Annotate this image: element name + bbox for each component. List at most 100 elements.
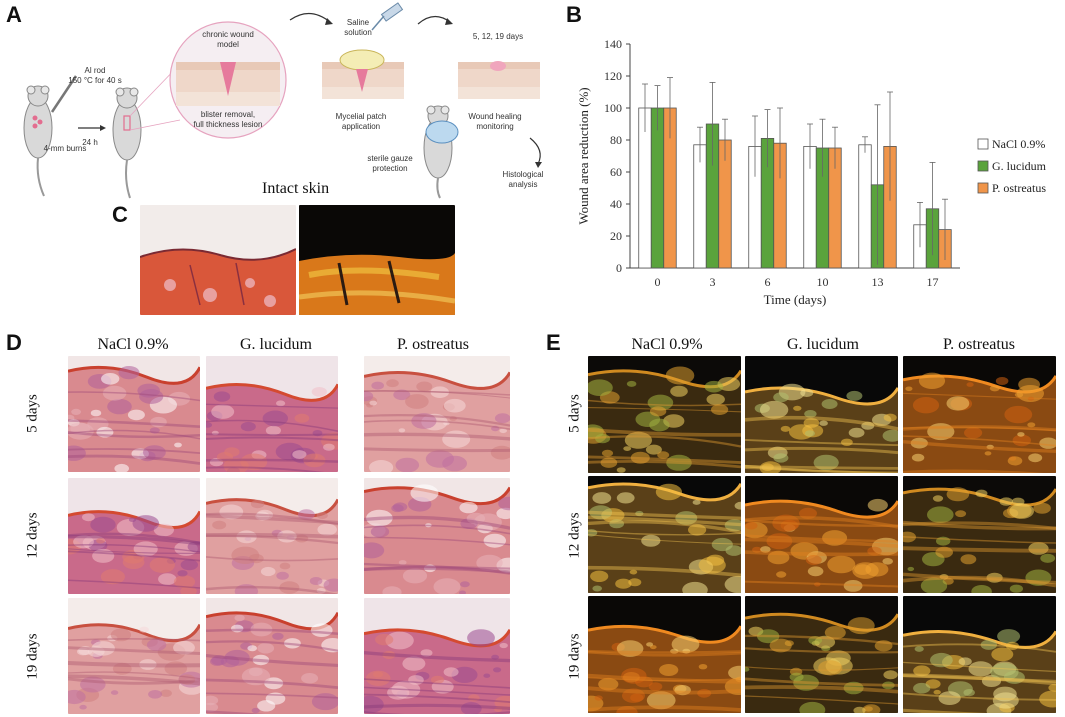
d-row-label: 12 days bbox=[24, 512, 41, 559]
al-rod-temp-label: 150 °C for 40 s bbox=[68, 76, 122, 85]
he-histology-image bbox=[206, 478, 338, 594]
x-tick-label: 0 bbox=[655, 275, 661, 289]
intact-skin-polarized-image bbox=[299, 205, 455, 315]
y-tick-label: 20 bbox=[610, 229, 622, 243]
chart-panel: 0 20 40 60 80 100 120 140 Wound area reduction (… bbox=[560, 20, 1065, 320]
bar bbox=[693, 144, 707, 269]
mycelial-label: Mycelial patch application bbox=[318, 112, 404, 132]
histo-line1: Histological bbox=[502, 170, 544, 179]
saline-line2: solution bbox=[344, 28, 372, 37]
d-column-header: G. lucidum bbox=[240, 336, 312, 353]
blister-label: blister removal, full thickness lesion bbox=[180, 110, 276, 130]
mouse-icon bbox=[112, 87, 142, 199]
he-histology-image bbox=[206, 356, 338, 472]
he-histology-image bbox=[206, 598, 338, 714]
x-tick-label: 17 bbox=[927, 275, 939, 289]
e-row-label: 5 days bbox=[566, 394, 583, 433]
chronic-model-line2: model bbox=[217, 40, 239, 49]
polarized-histology-image bbox=[745, 476, 898, 593]
e-row-label: 19 days bbox=[566, 633, 583, 680]
blister-line2: full thickness lesion bbox=[193, 120, 263, 129]
monitor-line1: Wound healing bbox=[468, 112, 522, 121]
polarized-histology-image bbox=[588, 476, 741, 593]
mycelial-line2: application bbox=[341, 122, 381, 131]
y-tick-label: 100 bbox=[604, 101, 622, 115]
e-column-header: G. lucidum bbox=[787, 336, 859, 353]
mouse-icon bbox=[23, 85, 53, 197]
bar bbox=[650, 107, 665, 269]
monitor-label: Wound healing monitoring bbox=[452, 112, 538, 132]
e-column-header: P. ostreatus bbox=[943, 336, 1015, 353]
mycelial-line1: Mycelial patch bbox=[335, 112, 387, 121]
polarized-histology-image bbox=[745, 356, 898, 473]
e-column-header: NaCl 0.9% bbox=[631, 336, 703, 353]
saline-label: Saline solution bbox=[336, 18, 380, 38]
d-column-header: NaCl 0.9% bbox=[97, 336, 169, 353]
syringe-icon bbox=[371, 2, 404, 31]
panel-label-c: C bbox=[112, 202, 128, 227]
x-tick-label: 10 bbox=[817, 275, 829, 289]
panel-label-a: A bbox=[6, 2, 22, 27]
x-tick-label: 3 bbox=[710, 275, 716, 289]
saline-line1: Saline bbox=[346, 18, 370, 27]
monitor-line2: monitoring bbox=[476, 122, 514, 131]
chronic-model-line1: chronic wound bbox=[202, 30, 254, 39]
chronic-model-label: chronic wound model bbox=[188, 30, 268, 50]
gauze-icon bbox=[425, 120, 459, 144]
legend-swatch bbox=[977, 160, 989, 172]
mouse-icon bbox=[423, 105, 453, 199]
y-tick-label: 60 bbox=[610, 165, 622, 179]
d-row-label: 5 days bbox=[24, 394, 41, 433]
legend-label: P. ostreatus bbox=[992, 181, 1046, 195]
he-histology-image bbox=[68, 356, 200, 472]
polarized-histology-image bbox=[903, 596, 1056, 713]
panel-label-e: E bbox=[546, 330, 561, 355]
intact-skin-he-image bbox=[140, 205, 296, 315]
he-histology-image bbox=[68, 598, 200, 714]
he-histology-image bbox=[364, 356, 510, 472]
patch-icon bbox=[339, 49, 385, 71]
polarized-histology-image bbox=[588, 596, 741, 713]
polarized-histology-image bbox=[745, 596, 898, 713]
rod-icon bbox=[50, 75, 78, 113]
burns-label: 4-mm burns bbox=[43, 144, 87, 153]
y-axis-title: Wound area reduction (%) bbox=[576, 87, 591, 224]
histo-line2: analysis bbox=[508, 180, 538, 189]
he-histology-image bbox=[364, 478, 510, 594]
gauze-line2: protection bbox=[372, 164, 408, 173]
he-histology-image bbox=[364, 598, 510, 714]
gauze-label: sterile gauze protection bbox=[358, 154, 422, 174]
legend-swatch bbox=[977, 182, 989, 194]
polarized-histology-image bbox=[588, 356, 741, 473]
e-row-label: 12 days bbox=[566, 512, 583, 559]
schematic-panel bbox=[0, 0, 560, 200]
histo-label: Histological analysis bbox=[488, 170, 558, 190]
y-tick-label: 140 bbox=[604, 37, 622, 51]
polarized-histology-image bbox=[903, 476, 1056, 593]
y-tick-label: 40 bbox=[610, 197, 622, 211]
time-24h-label: 24 h bbox=[82, 138, 98, 147]
blister-line1: blister removal, bbox=[200, 110, 256, 119]
legend-swatch bbox=[977, 138, 989, 150]
polarized-histology-image bbox=[903, 356, 1056, 473]
panel-label-d: D bbox=[6, 330, 22, 355]
panel-label-b: B bbox=[566, 2, 582, 27]
schematic-illustration bbox=[23, 2, 542, 199]
d-column-header: P. ostreatus bbox=[397, 336, 469, 353]
x-axis-title: Time (days) bbox=[764, 292, 827, 307]
y-tick-label: 0 bbox=[616, 261, 622, 275]
x-tick-label: 6 bbox=[765, 275, 771, 289]
days-label: 5, 12, 19 days bbox=[472, 32, 524, 41]
y-tick-label: 80 bbox=[610, 133, 622, 147]
bar bbox=[858, 144, 872, 269]
x-tick-label: 13 bbox=[872, 275, 884, 289]
gauze-line1: sterile gauze bbox=[367, 154, 413, 163]
legend-label: G. lucidum bbox=[992, 159, 1047, 173]
legend-label: NaCl 0.9% bbox=[992, 137, 1045, 151]
al-rod-label: Al rod bbox=[84, 66, 106, 75]
he-histology-image bbox=[68, 478, 200, 594]
intact-skin-title: Intact skin bbox=[262, 180, 330, 197]
y-tick-label: 120 bbox=[604, 69, 622, 83]
d-row-label: 19 days bbox=[24, 633, 41, 680]
